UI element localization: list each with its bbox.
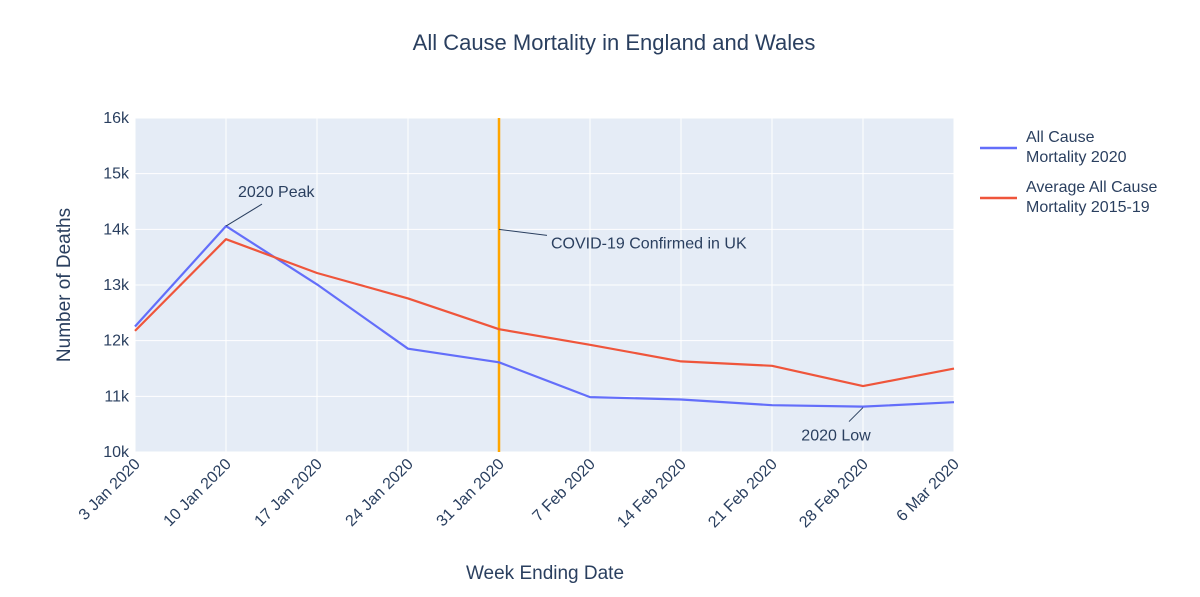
y-tick-label: 13k	[103, 277, 130, 294]
legend-label: All Cause Mortality 2020	[1026, 129, 1127, 166]
legend-item-1[interactable]: All Cause Mortality 2020	[980, 129, 1127, 166]
low-annotation-arrow	[848, 407, 864, 422]
x-axis-title: Week Ending Date	[466, 563, 624, 584]
x-tick-label: 14 Feb 2020	[614, 456, 690, 532]
peak-annotation-arrow	[225, 203, 263, 227]
series-layer	[134, 225, 955, 408]
x-tick-label: 31 Jan 2020	[434, 456, 508, 530]
covid-annotation-arrow	[498, 228, 548, 236]
covid-annotation: COVID-19 Confirmed in UK	[551, 235, 747, 252]
y-axis-ticks: 10k 11k 12k 13k 14k 15k 16k	[103, 110, 130, 461]
legend-label: Average All Cause Mortality 2015-19	[1026, 179, 1157, 216]
x-tick-label: 21 Feb 2020	[705, 456, 781, 532]
y-tick-label: 16k	[103, 110, 130, 127]
peak-annotation: 2020 Peak	[238, 184, 316, 201]
x-tick-label: 17 Jan 2020	[252, 456, 326, 530]
y-tick-label: 15k	[103, 166, 130, 183]
x-tick-label: 10 Jan 2020	[161, 456, 235, 530]
x-tick-label: 24 Jan 2020	[343, 456, 417, 530]
chart-title: All Cause Mortality in England and Wales	[413, 30, 816, 55]
legend-item-2[interactable]: Average All Cause Mortality 2015-19	[980, 179, 1157, 216]
y-tick-label: 14k	[103, 221, 130, 238]
y-tick-label: 12k	[103, 333, 130, 350]
series-line-2[interactable]	[134, 238, 955, 388]
x-tick-label: 6 Mar 2020	[894, 456, 963, 525]
y-tick-label: 11k	[104, 388, 130, 405]
x-tick-label: 3 Jan 2020	[76, 456, 144, 524]
annotations: 2020 Peak COVID-19 Confirmed in UK 2020 Lo…	[225, 184, 871, 445]
legend[interactable]: All Cause Mortality 2020 Average All Cause…	[980, 129, 1157, 216]
x-axis-ticks: 3 Jan 2020 10 Jan 2020 17 Jan 2020 24 Jan 2…	[76, 456, 963, 532]
x-tick-label: 28 Feb 2020	[796, 456, 872, 532]
x-tick-label: 7 Feb 2020	[530, 456, 599, 525]
y-axis-title: Number of Deaths	[54, 208, 75, 362]
y-tick-label: 10k	[103, 444, 130, 461]
low-annotation: 2020 Low	[801, 428, 871, 445]
